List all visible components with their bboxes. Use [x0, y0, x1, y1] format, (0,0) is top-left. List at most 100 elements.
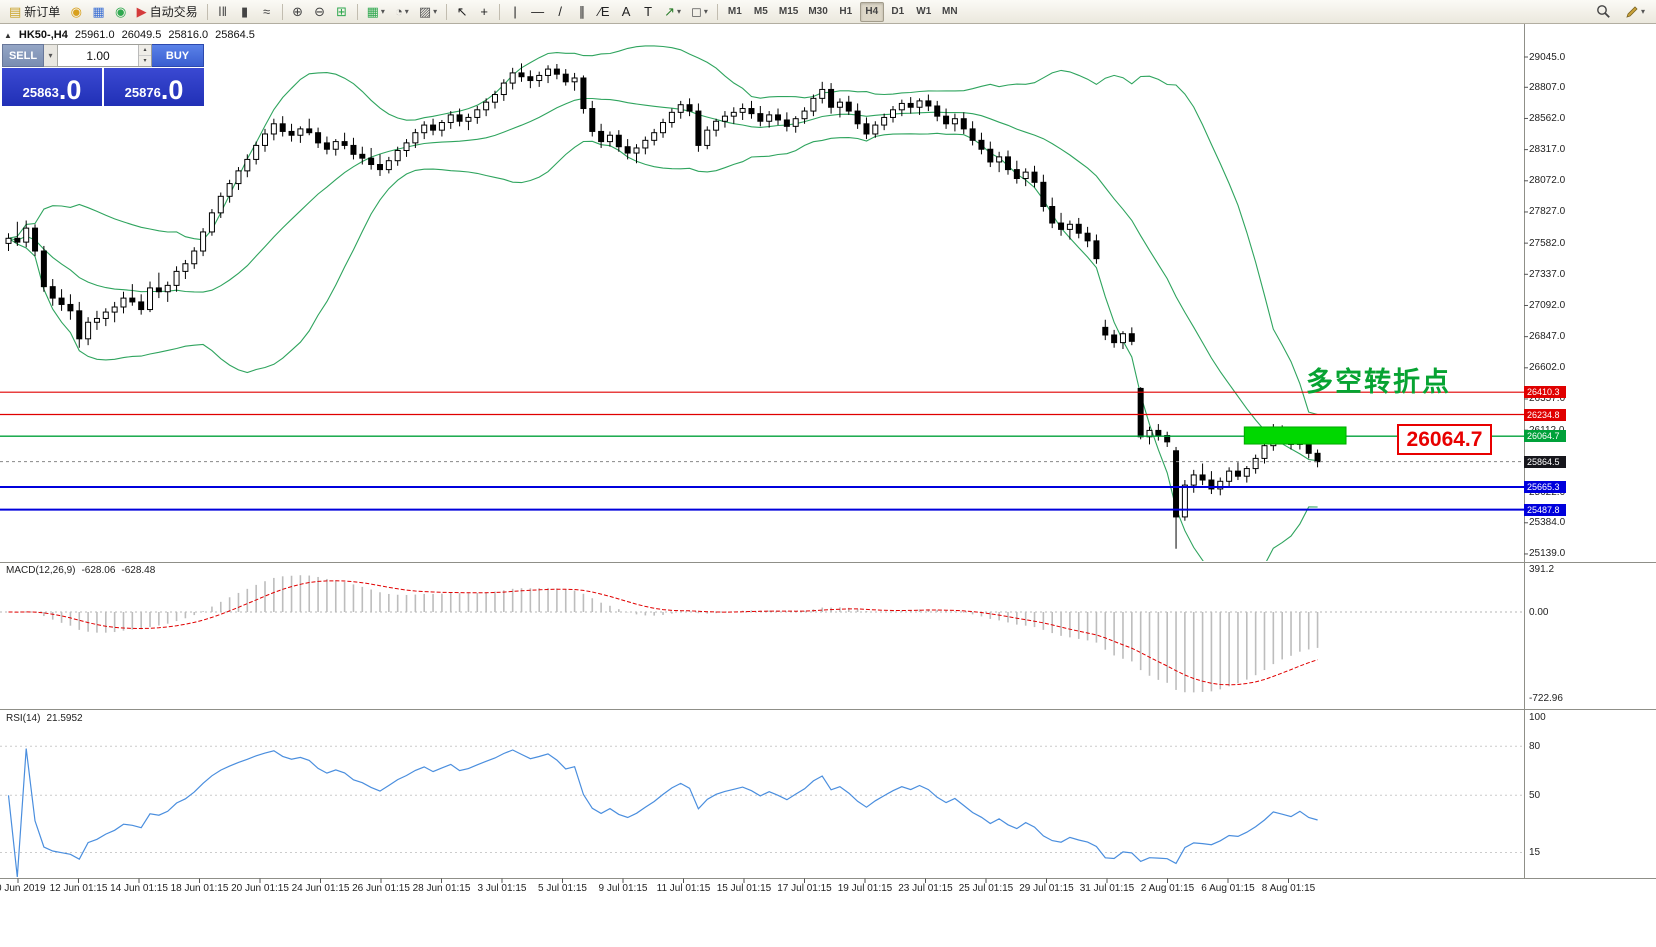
indicators-button[interactable]: ▨ ▾	[415, 2, 441, 22]
buy-button[interactable]: BUY	[152, 44, 204, 67]
search-button[interactable]	[1592, 2, 1615, 22]
fibonacci-icon: ⁄E	[598, 4, 610, 19]
toolbar-separator	[716, 3, 718, 20]
volume-value[interactable]: 1.00	[86, 48, 110, 63]
line-chart-icon: ≈	[263, 4, 271, 19]
timeframe-m15-button[interactable]: M15	[775, 2, 802, 22]
price-axis-tag[interactable]: 26234.8	[1524, 408, 1566, 421]
rsi-scale-label: 50	[1529, 789, 1541, 801]
toolbar-right: ▾	[1591, 2, 1652, 22]
symbol-info: ▲ HK50-,H4 25961.0 26049.5 25816.0 25864…	[4, 29, 255, 41]
profiles-icon: ◔	[394, 4, 403, 19]
volume-down-button[interactable]: ▾	[139, 56, 151, 66]
new-order-button[interactable]: ▤ 新订单	[5, 2, 64, 22]
bollinger-middle-line	[8, 97, 1318, 462]
rsi-scale-label: 15	[1529, 846, 1541, 858]
price-axis-tag[interactable]: 26410.3	[1524, 386, 1566, 399]
arrows-button[interactable]: ↗ ▾	[660, 2, 685, 22]
bollinger-upper-line	[8, 45, 1318, 416]
price-axis-label: 27337.0	[1529, 268, 1566, 280]
candles	[5, 63, 1321, 549]
trendline-button[interactable]: /	[550, 2, 570, 22]
time-axis-label: 5 Jul 01:15	[538, 883, 587, 894]
sell-price-button[interactable]: 25863.0	[2, 68, 102, 106]
horizontal-line-icon: —	[531, 4, 545, 19]
price-axis-label: 29045.0	[1529, 51, 1566, 63]
price-axis-tag[interactable]: 25665.3	[1524, 480, 1566, 493]
toolbar-separator	[206, 3, 208, 20]
sell-button[interactable]: SELL	[2, 44, 44, 67]
zoom-out-button[interactable]: ⊖	[310, 2, 330, 22]
autotrade-button[interactable]: ▶ 自动交易	[133, 2, 202, 22]
one-click-toggle-arrow[interactable]: ▲	[4, 30, 12, 40]
timeframe-w1-button[interactable]: W1	[912, 2, 936, 22]
new-chart-icon: ▦	[366, 4, 379, 19]
search-icon	[1597, 5, 1610, 18]
bar-chart-button[interactable]: ǀǁ	[213, 2, 233, 22]
profiles-button[interactable]: ◔ ▾	[391, 2, 413, 22]
volume-preset-dropdown[interactable]: ▾	[44, 44, 58, 67]
autotrade-button-label: 自动交易	[149, 5, 198, 19]
macd-scale-label: 391.2	[1529, 564, 1555, 575]
price-axis-tag[interactable]: 25487.8	[1524, 503, 1566, 516]
text-button[interactable]: A	[616, 2, 636, 22]
symbol-period-label: HK50-,H4	[18, 29, 68, 41]
ohlc-high: 26049.5	[121, 29, 162, 41]
vertical-line-button[interactable]: |	[505, 2, 525, 22]
macd-title: MACD(12,26,9)	[6, 565, 76, 576]
time-axis-label: 11 Jul 01:15	[656, 883, 711, 894]
price-axis-label: 25384.0	[1529, 517, 1566, 529]
bollinger-lower-line	[8, 132, 1318, 561]
indicators-icon: ▨	[418, 4, 432, 19]
candle-chart-button[interactable]: ▮	[235, 2, 255, 22]
ohlc-close: 25864.5	[215, 29, 255, 41]
volume-up-button[interactable]: ▴	[139, 45, 151, 56]
dropdown-caret-icon: ▾	[703, 7, 708, 16]
price-axis-tag[interactable]: 25864.5	[1524, 455, 1566, 468]
bar-chart-icon: ǀǁ	[218, 4, 227, 19]
cursor-button[interactable]: ↖	[452, 2, 472, 22]
time-axis-label: 6 Aug 01:15	[1201, 883, 1255, 894]
timeframe-m1-button-label: M1	[727, 6, 742, 17]
timeframe-m5-button-label: M5	[753, 6, 768, 17]
shapes-button[interactable]: ◻ ▾	[687, 2, 712, 22]
trade-panel-prices: 25863.0 25876.0	[2, 68, 204, 106]
zoom-in-button[interactable]: ⊕	[288, 2, 308, 22]
fibonacci-button[interactable]: ⁄E	[594, 2, 614, 22]
new-chart-button[interactable]: ▦ ▾	[363, 2, 389, 22]
rsi-line	[7, 748, 1318, 877]
timeframe-d1-button[interactable]: D1	[886, 2, 910, 22]
horizontal-line-button[interactable]: —	[527, 2, 548, 22]
timeframe-h1-button[interactable]: H1	[834, 2, 858, 22]
tile-windows-icon: ⊞	[336, 4, 348, 19]
price-axis-label: 26602.0	[1529, 362, 1566, 374]
line-chart-button[interactable]: ≈	[257, 2, 277, 22]
draw-button[interactable]: ▾	[1621, 2, 1649, 22]
buy-price-main: 25876	[124, 85, 161, 100]
crosshair-button[interactable]: +	[474, 2, 494, 22]
community-button[interactable]: ◉	[111, 2, 131, 22]
sell-price-pips: .0	[58, 75, 82, 105]
tile-windows-button[interactable]: ⊞	[332, 2, 352, 22]
trade-panel-controls: SELL ▾ 1.00 ▴ ▾ BUY	[2, 44, 204, 67]
price-axis-tag[interactable]: 26064.7	[1524, 430, 1566, 443]
timeframe-w1-button-label: W1	[916, 6, 932, 17]
timeframe-mn-button[interactable]: MN	[938, 2, 962, 22]
timeframe-h4-button[interactable]: H4	[859, 1, 884, 22]
chart-area: ▲ HK50-,H4 25961.0 26049.5 25816.0 25864…	[0, 24, 1656, 947]
ohlc-open: 25961.0	[74, 29, 115, 41]
buy-price-button[interactable]: 25876.0	[104, 68, 204, 106]
channel-button[interactable]: ∥	[572, 2, 592, 22]
rsi-title: RSI(14)	[6, 713, 41, 724]
volume-field[interactable]: 1.00 ▴ ▾	[58, 44, 152, 67]
timeframe-m1-button[interactable]: M1	[723, 2, 747, 22]
community-icon: ◉	[114, 4, 127, 19]
alerts-button[interactable]: ◉	[66, 2, 86, 22]
time-axis-label: 10 Jun 2019	[0, 883, 46, 894]
crosshair-icon: +	[480, 4, 488, 19]
timeframe-m5-button[interactable]: M5	[749, 2, 773, 22]
timeframe-m30-button[interactable]: M30	[804, 2, 831, 22]
chart-window-button[interactable]: ▦	[88, 2, 108, 22]
text-label-button[interactable]: T	[638, 2, 658, 22]
